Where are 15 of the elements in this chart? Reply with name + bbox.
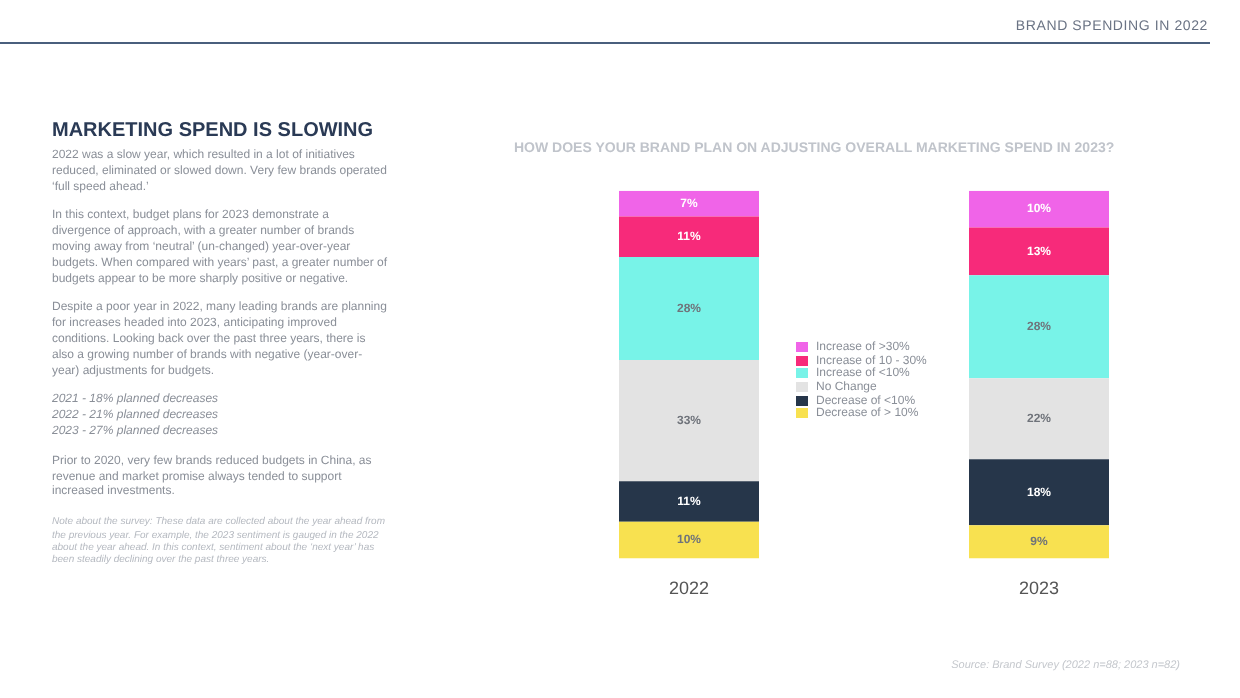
- bar: [619, 521, 759, 559]
- bar: [619, 216, 759, 257]
- bar: [969, 459, 1109, 526]
- bar: [619, 481, 759, 522]
- bar: [969, 227, 1109, 276]
- bar: [619, 256, 759, 360]
- bar: [969, 525, 1109, 559]
- bar: [969, 378, 1109, 460]
- bar: [969, 190, 1109, 228]
- text: MARKETING SPEND IS SLOWING: [52, 120, 376, 142]
- bar: [619, 359, 759, 482]
- x-tick-label: 2023: [1018, 578, 1060, 599]
- bar: [969, 275, 1109, 379]
- x-tick-label: 2022: [668, 578, 710, 599]
- bar: [619, 190, 759, 217]
